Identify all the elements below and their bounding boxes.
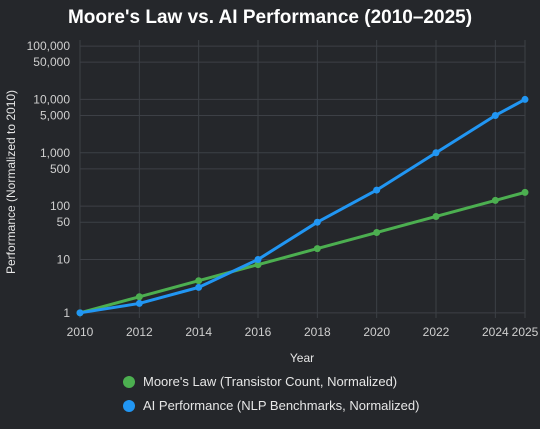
y-tick-label: 1 <box>63 306 70 320</box>
data-point <box>521 188 529 196</box>
data-point <box>76 309 84 317</box>
y-tick-label: 50,000 <box>33 55 70 69</box>
data-point <box>491 111 499 119</box>
data-point <box>432 212 440 220</box>
data-point <box>491 196 499 204</box>
data-point <box>313 245 321 253</box>
legend-marker <box>123 376 135 388</box>
x-tick-label: 2010 <box>67 325 94 339</box>
x-tick-label: 2024 <box>482 325 509 339</box>
grid <box>79 40 526 318</box>
data-point <box>254 261 262 269</box>
legend-label: AI Performance (NLP Benchmarks, Normaliz… <box>143 398 419 413</box>
y-tick-label: 100,000 <box>27 39 71 53</box>
x-tick-label: 2012 <box>126 325 153 339</box>
series-line <box>79 190 526 315</box>
y-axis-label: Performance (Normalized to 2010) <box>4 90 18 274</box>
data-point <box>135 299 143 307</box>
data-point <box>195 283 203 291</box>
series <box>76 95 529 317</box>
y-tick-label: 5,000 <box>40 108 70 122</box>
series-2 <box>76 95 529 317</box>
y-tick-label: 500 <box>50 162 70 176</box>
y-tick-label: 10 <box>57 252 71 266</box>
y-tick-label: 50 <box>57 215 71 229</box>
x-tick-label: 2025 <box>512 325 539 339</box>
data-point <box>313 218 321 226</box>
data-point <box>432 149 440 157</box>
x-tick-label: 2020 <box>363 325 390 339</box>
legend-label: Moore's Law (Transistor Count, Normalize… <box>143 374 397 389</box>
x-axis-label: Year <box>290 351 314 365</box>
legend-marker <box>123 400 135 412</box>
y-tick-label: 1,000 <box>40 146 70 160</box>
x-tick-label: 2022 <box>423 325 450 339</box>
series-1 <box>76 188 529 317</box>
x-tick-label: 2018 <box>304 325 331 339</box>
data-point <box>254 255 262 263</box>
data-point <box>373 229 381 237</box>
y-axis-ticks: 100,000 50,000 10,000 5,000 1,000 500 100 50 10 1 <box>27 39 71 320</box>
y-tick-label: 100 <box>50 199 70 213</box>
x-tick-label: 2016 <box>245 325 272 339</box>
x-tick-label: 2014 <box>185 325 212 339</box>
data-point <box>521 95 529 103</box>
legend: Moore's Law (Transistor Count, Normalize… <box>123 374 419 413</box>
data-point <box>135 293 143 301</box>
x-axis-ticks: 2010 2012 2014 2016 2018 2020 2022 2024 2025 <box>67 325 539 339</box>
y-tick-label: 10,000 <box>33 92 70 106</box>
chart-title: Moore's Law vs. AI Performance (2010–202… <box>68 7 472 28</box>
data-point <box>195 277 203 285</box>
data-point <box>373 186 381 194</box>
